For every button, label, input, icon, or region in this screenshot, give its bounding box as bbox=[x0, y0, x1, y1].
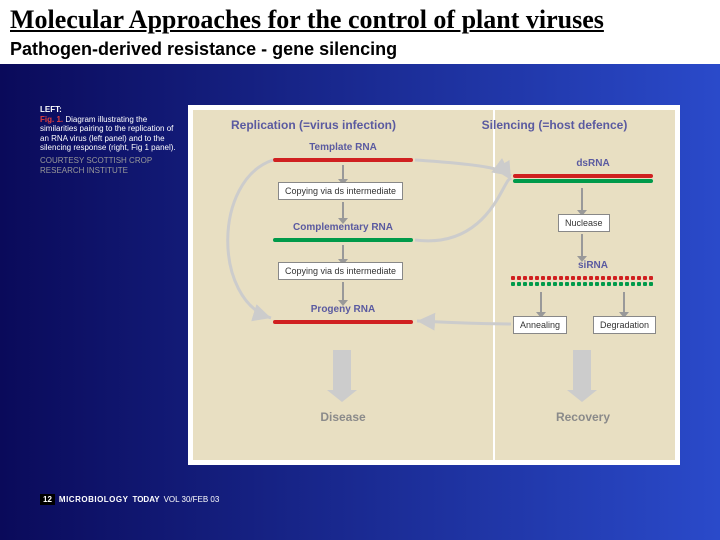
box-copy2: Copying via ds intermediate bbox=[278, 262, 403, 280]
arrow-sirna-to-annealing bbox=[540, 292, 542, 312]
footer-journal2: TODAY bbox=[132, 495, 159, 504]
arrow-copy2-to-progeny bbox=[342, 282, 344, 300]
sirna-row-red bbox=[511, 276, 653, 280]
label-template-rna: Template RNA bbox=[283, 142, 403, 153]
panel-header-replication: Replication (=virus infection) bbox=[193, 118, 434, 132]
box-degradation: Degradation bbox=[593, 316, 656, 334]
page-subtitle: Pathogen-derived resistance - gene silen… bbox=[10, 39, 710, 60]
template-rna-line bbox=[273, 158, 413, 162]
arrow-template-to-copy1 bbox=[342, 165, 344, 179]
arrow-copy1-to-comp bbox=[342, 202, 344, 218]
box-annealing: Annealing bbox=[513, 316, 567, 334]
sirna-row-green bbox=[511, 282, 653, 286]
caption-source: COURTESY SCOTTISH CROP RESEARCH INSTITUT… bbox=[40, 156, 180, 175]
comp-rna-line bbox=[273, 238, 413, 242]
header: Molecular Approaches for the control of … bbox=[0, 0, 720, 64]
fat-arrow-disease bbox=[333, 350, 351, 390]
label-progeny-rna: Progeny RNA bbox=[283, 304, 403, 315]
label-recovery: Recovery bbox=[523, 410, 643, 424]
journal-footer: 12 MICROBIOLOGYTODAY VOL 30/FEB 03 bbox=[40, 494, 219, 505]
arrow-dsrna-to-nuclease bbox=[581, 188, 583, 210]
arrow-sirna-to-degradation bbox=[623, 292, 625, 312]
panel-header-silencing: Silencing (=host defence) bbox=[434, 118, 675, 132]
panel-divider bbox=[493, 110, 495, 460]
figure: LEFT: Fig. 1. Diagram illustrating the s… bbox=[40, 105, 680, 505]
page-title: Molecular Approaches for the control of … bbox=[10, 6, 710, 35]
progeny-rna-line bbox=[273, 320, 413, 324]
arrow-nuclease-to-sirna bbox=[581, 234, 583, 256]
footer-page: 12 bbox=[40, 494, 55, 505]
diagram-panel: Replication (=virus infection) Silencing… bbox=[188, 105, 680, 465]
caption-fig-label: Fig. 1. bbox=[40, 115, 63, 124]
dsrna-red bbox=[513, 174, 653, 178]
label-dsrna: dsRNA bbox=[533, 158, 653, 169]
footer-journal1: MICROBIOLOGY bbox=[59, 495, 129, 504]
dsrna-green bbox=[513, 179, 653, 183]
arrow-comp-to-copy2 bbox=[342, 245, 344, 259]
box-nuclease: Nuclease bbox=[558, 214, 610, 232]
caption-left-label: LEFT: bbox=[40, 105, 62, 114]
label-disease: Disease bbox=[283, 410, 403, 424]
box-copy1: Copying via ds intermediate bbox=[278, 182, 403, 200]
fat-arrow-recovery bbox=[573, 350, 591, 390]
label-sirna: siRNA bbox=[533, 260, 653, 271]
figure-caption: LEFT: Fig. 1. Diagram illustrating the s… bbox=[40, 105, 180, 175]
label-comp-rna: Complementary RNA bbox=[283, 222, 403, 233]
footer-vol: VOL 30/FEB 03 bbox=[164, 495, 220, 504]
